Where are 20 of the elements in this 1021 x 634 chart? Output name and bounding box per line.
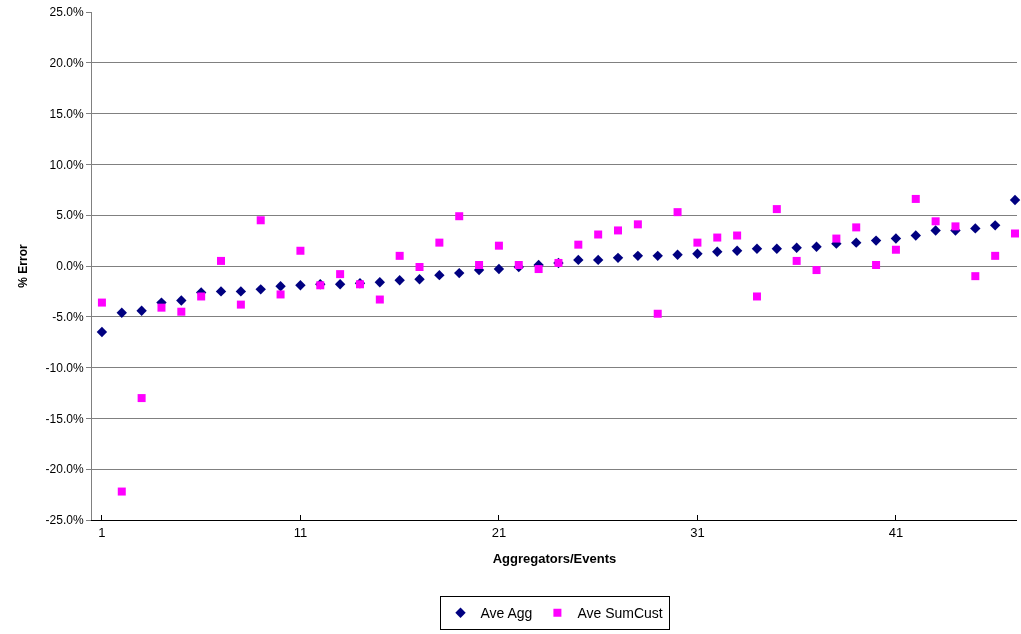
y-tick-label: -25.0% [45, 513, 84, 528]
y-tick-label: 10.0% [49, 157, 84, 172]
y-tick-label: -20.0% [45, 462, 84, 477]
x-tick-label: 11 [293, 524, 308, 540]
y-axis-title: % Error [15, 244, 30, 288]
x-tick-label: 41 [888, 524, 904, 540]
x-tick-label: 31 [690, 524, 705, 540]
legend-label: Ave Agg [480, 605, 533, 622]
y-tick-label: -15.0% [45, 411, 84, 426]
y-tick-label: -5.0% [52, 310, 84, 324]
x-tick-label: 21 [491, 524, 507, 540]
legend-label: Ave SumCust [577, 605, 663, 622]
y-tick-label: 25.0% [49, 5, 84, 20]
y-tick-label: 20.0% [49, 56, 84, 70]
y-tick-label: 15.0% [49, 106, 84, 121]
y-tick-label: -10.0% [45, 360, 84, 375]
y-tick-label: 0.0% [56, 259, 84, 274]
y-tick-label: 5.0% [56, 208, 84, 223]
x-tick-label: 1 [98, 524, 106, 540]
x-axis-title: Aggregators/Events [492, 551, 617, 567]
